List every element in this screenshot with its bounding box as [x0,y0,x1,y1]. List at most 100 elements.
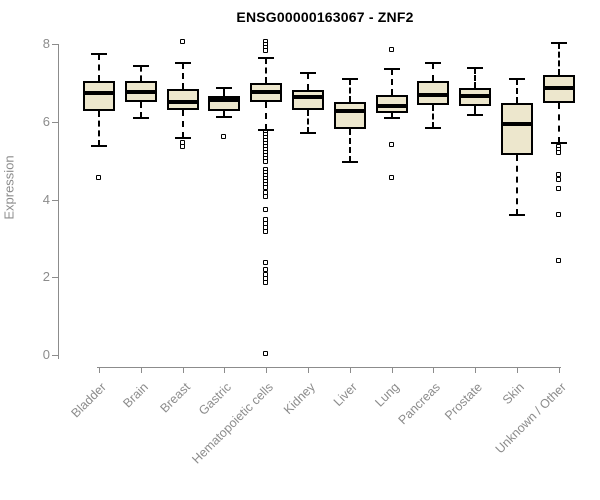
whisker-lower-liver [348,128,351,162]
x-axis-tick [266,368,268,373]
whisker-cap-top-kidney [300,72,316,75]
y-axis-tick [52,44,58,45]
outlier-breast [179,144,185,150]
y-axis [58,44,59,359]
box-pancreas [417,80,450,106]
median-pancreas [417,93,450,98]
outlier-hematopoietic-cells [263,280,269,286]
x-axis-tick [433,368,435,373]
whisker-upper-lung [390,69,393,95]
outlier-hematopoietic-cells [263,193,269,199]
median-prostate [459,94,492,99]
whisker-lower-kidney [307,110,309,134]
x-axis-tick [475,368,477,373]
outlier-gastric [221,133,227,139]
y-axis-tick [52,199,58,201]
whisker-lower-prostate [474,106,477,115]
y-tick-label: 0 [42,347,50,362]
whisker-cap-bottom-breast [174,137,191,140]
median-gastric [208,98,241,103]
whisker-upper-bladder [98,54,100,81]
whisker-cap-top-breast [174,62,191,65]
median-kidney [292,95,324,100]
chart-title: ENSG00000163067 - ZNF2 [236,9,414,25]
y-axis-label: Expression [1,155,17,220]
outlier-hematopoietic-cells [263,206,269,212]
box-lung [375,94,408,113]
whisker-cap-bottom-brain [132,116,149,119]
whisker-upper-skin [516,78,518,103]
outlier-unknown-other [555,257,561,263]
whisker-cap-top-brain [132,65,149,68]
outlier-breast [179,39,185,45]
y-tick-label: 8 [42,36,50,51]
whisker-lower-bladder [98,110,100,146]
whisker-lower-pancreas [432,105,435,128]
whisker-lower-lung [390,112,393,118]
x-axis-tick [349,368,351,373]
box-liver [333,102,366,129]
whisker-cap-bottom-bladder [91,144,107,147]
whisker-cap-top-unknown-other [550,42,567,45]
whisker-upper-brain [139,66,142,81]
outlier-hematopoietic-cells [263,158,269,164]
whisker-cap-top-lung [383,68,400,71]
outlier-unknown-other [555,177,561,183]
x-axis-tick [182,368,184,373]
y-tick-label: 4 [42,191,50,207]
x-axis-tick [391,368,393,373]
x-axis-tick [558,368,560,373]
outlier-hematopoietic-cells [263,47,269,53]
y-axis-tick [52,277,58,279]
y-tick-label: 2 [42,269,50,285]
whisker-upper-gastric [223,87,226,96]
whisker-cap-top-hematopoietic-cells [258,56,275,59]
whisker-lower-gastric [223,110,226,117]
x-axis-tick [517,368,518,373]
whisker-lower-breast [181,110,184,139]
whisker-cap-top-pancreas [425,62,442,65]
outlier-lung [388,46,394,52]
whisker-lower-brain [139,101,142,118]
y-tick-label: 6 [42,113,50,129]
median-brain [124,90,157,95]
whisker-cap-top-liver [341,77,358,80]
whisker-upper-pancreas [432,63,435,81]
whisker-cap-bottom-prostate [467,113,484,116]
median-lung [375,104,408,109]
median-hematopoietic-cells [250,89,283,94]
median-liver [333,109,366,114]
whisker-cap-top-bladder [91,53,107,56]
y-axis-tick [52,355,58,356]
outlier-lung [388,142,394,148]
outlier-unknown-other [555,212,561,218]
whisker-cap-top-prostate [467,67,484,70]
median-unknown-other [542,85,575,90]
whisker-cap-bottom-kidney [300,132,316,135]
outlier-hematopoietic-cells [263,184,269,190]
whisker-upper-prostate [474,68,477,88]
x-axis-tick [99,368,100,373]
whisker-cap-bottom-lung [383,116,400,119]
whisker-upper-unknown-other [557,43,560,76]
x-axis [97,367,561,368]
whisker-cap-bottom-unknown-other [550,141,567,144]
outlier-unknown-other [555,149,561,155]
median-breast [166,99,199,104]
whisker-cap-bottom-skin [509,214,525,217]
box-bladder [83,80,115,111]
x-axis-tick [308,368,309,373]
median-skin [501,122,533,127]
whisker-cap-top-skin [509,77,525,80]
outlier-hematopoietic-cells [263,229,269,235]
whisker-lower-hematopoietic-cells [265,102,268,130]
whisker-upper-breast [181,63,184,90]
whisker-cap-bottom-pancreas [425,126,442,129]
outlier-hematopoietic-cells [263,351,269,357]
y-axis-tick [52,121,58,123]
whisker-cap-bottom-liver [341,160,358,163]
whisker-lower-skin [516,155,518,216]
median-bladder [83,91,115,96]
outlier-lung [388,175,394,181]
